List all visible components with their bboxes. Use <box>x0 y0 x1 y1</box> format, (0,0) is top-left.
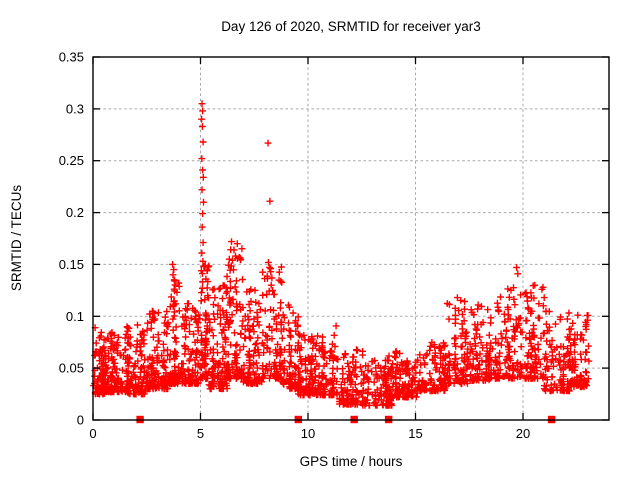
y-tick-label: 0.15 <box>59 257 84 272</box>
y-axis-label: SRMTID / TECUs <box>9 185 24 292</box>
x-tick-label: 0 <box>89 426 96 441</box>
chart-title: Day 126 of 2020, SRMTID for receiver yar… <box>221 19 481 34</box>
axis-ticks <box>92 56 609 421</box>
y-tick-label: 0.35 <box>59 50 84 65</box>
y-tick-label: 0.1 <box>66 309 84 324</box>
x-tick-label: 20 <box>516 426 530 441</box>
x-tick-label: 15 <box>408 426 422 441</box>
y-tick-label: 0.25 <box>59 153 84 168</box>
x-tick-label: 10 <box>301 426 315 441</box>
y-tick-label: 0.3 <box>66 101 84 116</box>
y-tick-label: 0 <box>77 413 84 428</box>
x-tick-label: 5 <box>197 426 204 441</box>
x-axis-label: GPS time / hours <box>300 454 403 469</box>
srmtid-plus-markers <box>90 100 593 409</box>
scatter-points <box>90 100 593 409</box>
y-tick-label: 0.05 <box>59 361 84 376</box>
plot-border <box>92 56 610 421</box>
y-tick-label: 0.2 <box>66 205 84 220</box>
tick-labels: 0 5 10 15 20 0 0.05 0.1 0.15 0.2 0.25 0.3 0.35 <box>59 50 531 442</box>
